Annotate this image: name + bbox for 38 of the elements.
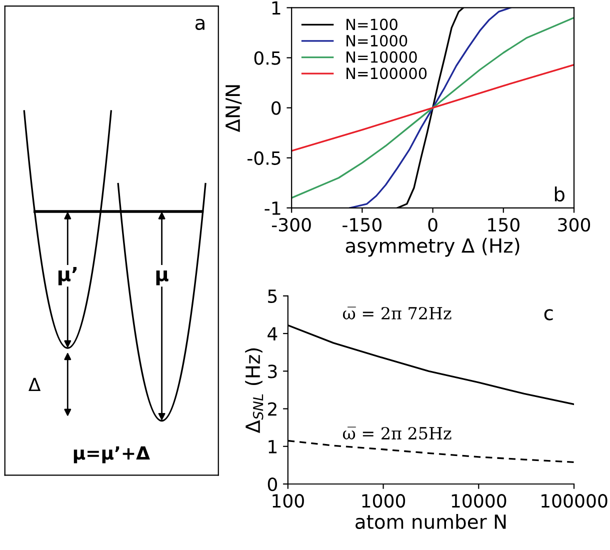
x-tick-label: 300 bbox=[558, 218, 590, 232]
y-tick-label: 1 bbox=[272, 1, 280, 15]
y-tick-label: 5 bbox=[268, 290, 277, 304]
x-tick-label: -150 bbox=[342, 218, 382, 232]
text: Δ bbox=[28, 378, 41, 392]
y-tick-label: -0.5 bbox=[248, 151, 280, 165]
x-tick-label: 10000 bbox=[452, 494, 506, 508]
annotation: b bbox=[554, 186, 564, 202]
y-tick-label: 0 bbox=[268, 477, 277, 492]
x-tick-label: 1000 bbox=[362, 494, 406, 508]
y-tick-label: -1 bbox=[264, 202, 280, 215]
y-tick-label: 0.5 bbox=[254, 51, 280, 65]
x-axis-title: asymmetry Δ (Hz) bbox=[346, 238, 520, 257]
legend-label: N=1000 bbox=[346, 34, 408, 47]
x-tick-label: 100000 bbox=[542, 494, 608, 508]
text: μ=μ’+Δ bbox=[74, 446, 150, 464]
y-tick-label: 4 bbox=[268, 327, 278, 340]
x-tick-label: 150 bbox=[488, 218, 520, 232]
y-axis-title: ΔN/N bbox=[226, 85, 242, 132]
x-tick-label: -300 bbox=[272, 218, 311, 232]
line-series bbox=[292, 64, 574, 152]
y-tick-label: 2 bbox=[268, 402, 276, 416]
annotation: ω̅ = 2π 25Hz bbox=[343, 426, 452, 440]
text: a bbox=[195, 18, 204, 30]
x-tick-label: 100 bbox=[272, 494, 304, 508]
y-tick-label: 1 bbox=[268, 440, 277, 454]
legend-label: N=100000 bbox=[346, 68, 427, 80]
legend-label: N=100 bbox=[346, 18, 398, 30]
y-axis-title: Δ$_{SNL}$ (Hz) bbox=[245, 348, 264, 434]
annotation: c bbox=[544, 309, 553, 320]
y-tick-label: 0 bbox=[272, 101, 281, 115]
legend-label: N=10000 bbox=[346, 51, 417, 63]
x-axis-title: atom number N bbox=[356, 514, 506, 530]
y-tick-label: 3 bbox=[268, 364, 277, 378]
text: μ bbox=[156, 270, 168, 286]
annotation: ω̅ = 2π 72Hz bbox=[343, 306, 452, 320]
text: μ’ bbox=[58, 266, 77, 286]
x-tick-label: 0 bbox=[428, 218, 438, 232]
